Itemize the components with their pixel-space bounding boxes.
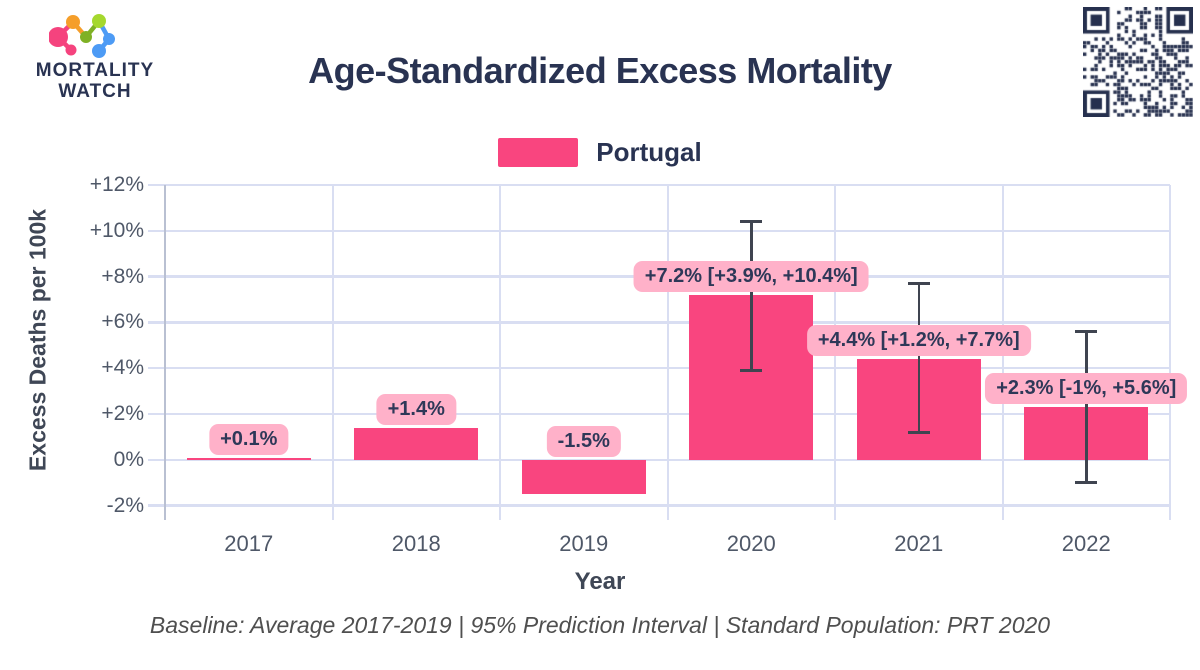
y-tick-label: 0% [113,447,144,471]
y-gridline [148,458,1170,462]
error-bar-cap-bottom-2020 [740,369,763,372]
x-gridline [331,185,334,520]
y-gridline [148,183,1170,187]
x-tick-label-2020: 2020 [726,531,776,556]
y-tick-label: +6% [101,310,144,334]
error-bar-2021 [917,283,920,433]
data-label-2020: +7.2% [+3.9%, +10.4%] [633,260,869,292]
error-bar-cap-top-2020 [740,220,763,223]
y-gridline [148,412,1170,416]
logo-text-line2: WATCH [58,81,132,102]
x-gridline [1169,185,1171,520]
y-gridline [148,366,1170,370]
x-axis-title: Year [574,568,626,595]
y-tick-label: +4% [101,356,144,380]
y-axis-title: Excess Deaths per 100k [24,208,51,472]
x-tick-label-2022: 2022 [1061,531,1111,556]
legend: Portugal [0,136,1200,168]
x-gridline [666,185,669,520]
qr-code [1083,7,1193,117]
y-tick-label: -2% [106,493,144,517]
y-gridline [148,504,1170,507]
data-label-2019: -1.5% [546,425,621,457]
logo-text-line1: MORTALITY [35,60,155,81]
data-label-2017: +0.1% [209,423,289,455]
y-gridline [148,229,1170,233]
y-axis-line [163,185,167,520]
legend-label: Portugal [596,136,702,167]
x-gridline [499,185,501,520]
bar-2017 [186,457,311,460]
y-tick-label: +10% [89,218,144,242]
mortality-watch-logo: MORTALITY WATCH [24,6,166,102]
legend-swatch-portugal [498,137,579,167]
x-tick-label-2021: 2021 [894,531,944,556]
error-bar-cap-bottom-2022 [1075,481,1098,484]
y-gridline [148,321,1170,324]
y-tick-label: +8% [101,264,144,288]
data-label-2022: +2.3% [-1%, +5.6%] [985,373,1188,405]
data-label-2021: +4.4% [+1.2%, +7.7%] [806,325,1031,357]
data-label-2018: +1.4% [376,393,456,425]
error-bar-2022 [1085,331,1088,483]
x-tick-label-2018: 2018 [391,531,441,556]
error-bar-cap-top-2022 [1075,330,1098,333]
error-bar-cap-bottom-2021 [907,431,930,434]
bar-2018 [354,427,479,460]
error-bar-2020 [750,221,753,371]
y-tick-label: +2% [101,402,144,425]
y-tick-label: +12% [89,173,144,196]
baseline-footnote: Baseline: Average 2017-2019 | 95% Predic… [149,612,1051,638]
x-tick-label-2017: 2017 [224,531,274,556]
x-tick-label-2019: 2019 [559,531,609,556]
error-bar-cap-top-2021 [907,282,930,285]
bar-2019 [521,459,646,495]
mortality-watch-logo-icon [49,14,115,58]
page-title: Age-Standardized Excess Mortality [308,50,892,91]
